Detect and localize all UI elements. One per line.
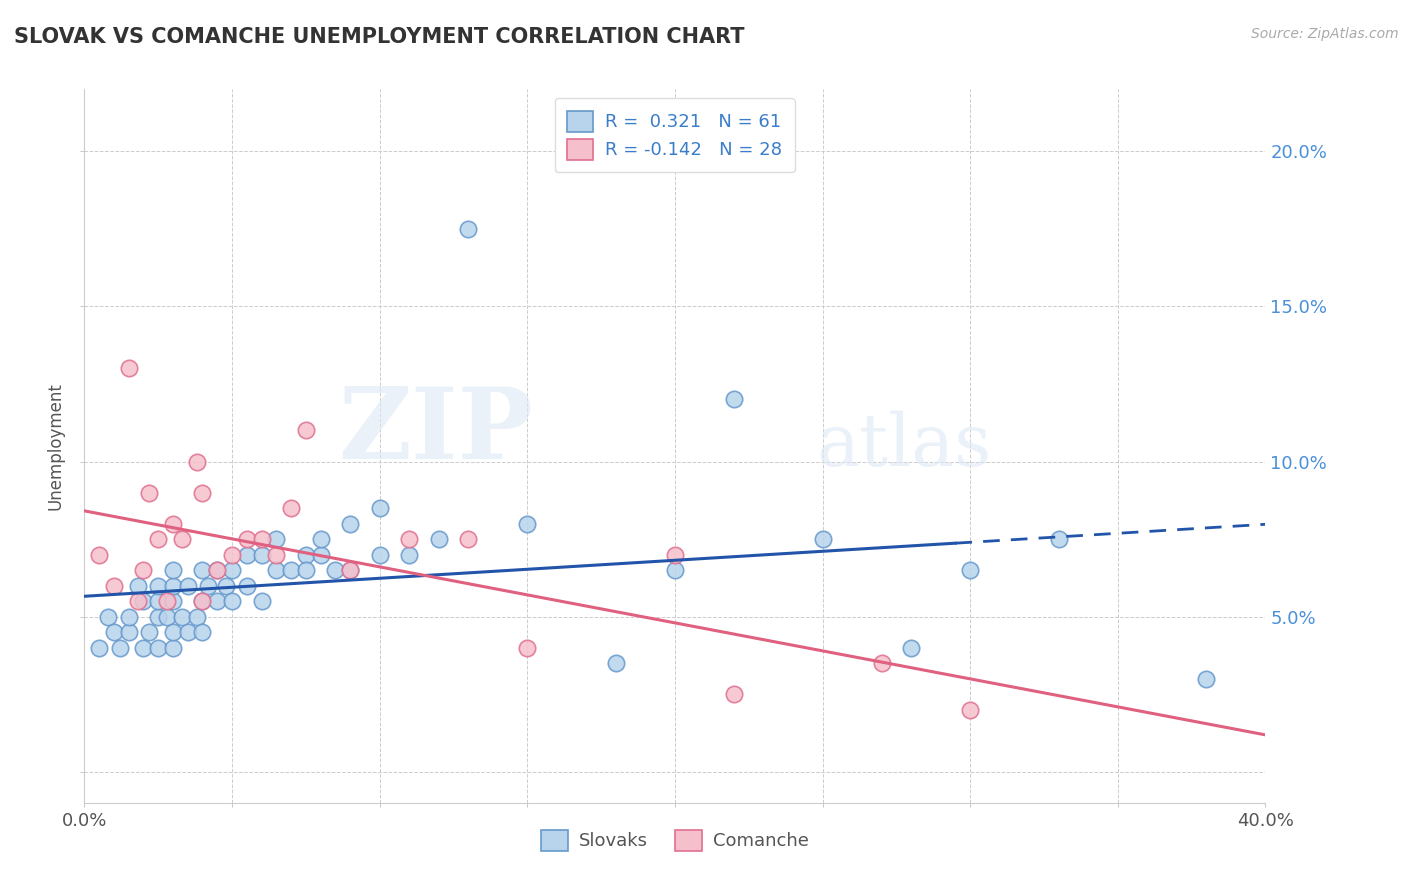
Point xyxy=(339,563,361,577)
Point xyxy=(664,548,686,562)
Point xyxy=(264,563,288,577)
Point xyxy=(236,548,259,562)
Point xyxy=(103,579,125,593)
Point xyxy=(516,640,538,655)
Point xyxy=(162,625,184,640)
Point xyxy=(398,548,420,562)
Point xyxy=(186,609,208,624)
Point xyxy=(132,594,155,608)
Point xyxy=(309,548,332,562)
Point xyxy=(162,516,184,531)
Point xyxy=(516,516,538,531)
Point xyxy=(236,579,259,593)
Point xyxy=(250,594,273,608)
Point xyxy=(605,656,627,670)
Point xyxy=(148,609,170,624)
Point xyxy=(250,532,273,546)
Point xyxy=(959,703,981,717)
Point xyxy=(118,625,141,640)
Point xyxy=(97,609,120,624)
Point xyxy=(148,532,170,546)
Point xyxy=(186,454,208,468)
Point xyxy=(205,594,228,608)
Point xyxy=(89,640,111,655)
Point xyxy=(118,361,141,376)
Point xyxy=(170,609,193,624)
Point xyxy=(221,594,243,608)
Point xyxy=(264,548,288,562)
Point xyxy=(368,501,391,516)
Point xyxy=(457,222,479,236)
Point xyxy=(221,548,243,562)
Point xyxy=(191,563,214,577)
Point xyxy=(205,563,228,577)
Point xyxy=(103,625,125,640)
Point xyxy=(138,625,160,640)
Point xyxy=(132,640,155,655)
Point xyxy=(118,609,141,624)
Point xyxy=(398,532,420,546)
Point xyxy=(295,563,318,577)
Point xyxy=(162,579,184,593)
Point xyxy=(811,532,834,546)
Point xyxy=(89,548,111,562)
Point xyxy=(309,532,332,546)
Point xyxy=(148,579,170,593)
Text: SLOVAK VS COMANCHE UNEMPLOYMENT CORRELATION CHART: SLOVAK VS COMANCHE UNEMPLOYMENT CORRELAT… xyxy=(14,27,745,46)
Point xyxy=(250,548,273,562)
Point xyxy=(177,625,200,640)
Point xyxy=(339,516,361,531)
Point xyxy=(191,485,214,500)
Point xyxy=(108,640,131,655)
Text: Source: ZipAtlas.com: Source: ZipAtlas.com xyxy=(1251,27,1399,41)
Point xyxy=(127,579,149,593)
Point xyxy=(191,594,214,608)
Point xyxy=(156,609,179,624)
Point xyxy=(177,579,200,593)
Point xyxy=(162,640,184,655)
Point xyxy=(205,563,228,577)
Point xyxy=(664,563,686,577)
Point xyxy=(900,640,922,655)
Point xyxy=(148,594,170,608)
Point xyxy=(170,532,193,546)
Point xyxy=(1047,532,1070,546)
Point xyxy=(215,579,238,593)
Text: ZIP: ZIP xyxy=(339,384,533,480)
Point xyxy=(156,594,179,608)
Y-axis label: Unemployment: Unemployment xyxy=(46,382,65,510)
Point xyxy=(127,594,149,608)
Point xyxy=(280,501,302,516)
Point xyxy=(197,579,219,593)
Point xyxy=(295,424,318,438)
Point xyxy=(723,687,745,701)
Point xyxy=(162,563,184,577)
Point xyxy=(457,532,479,546)
Point xyxy=(368,548,391,562)
Point xyxy=(323,563,347,577)
Point xyxy=(236,532,259,546)
Point xyxy=(191,594,214,608)
Point xyxy=(427,532,450,546)
Point xyxy=(723,392,745,407)
Point xyxy=(148,640,170,655)
Point xyxy=(264,532,288,546)
Point xyxy=(1195,672,1218,686)
Point xyxy=(191,625,214,640)
Point xyxy=(295,548,318,562)
Point xyxy=(870,656,893,670)
Legend: Slovaks, Comanche: Slovaks, Comanche xyxy=(534,822,815,858)
Point xyxy=(221,563,243,577)
Point xyxy=(132,563,155,577)
Point xyxy=(162,594,184,608)
Text: atlas: atlas xyxy=(817,410,993,482)
Point xyxy=(280,563,302,577)
Point xyxy=(959,563,981,577)
Point xyxy=(339,563,361,577)
Point xyxy=(138,485,160,500)
